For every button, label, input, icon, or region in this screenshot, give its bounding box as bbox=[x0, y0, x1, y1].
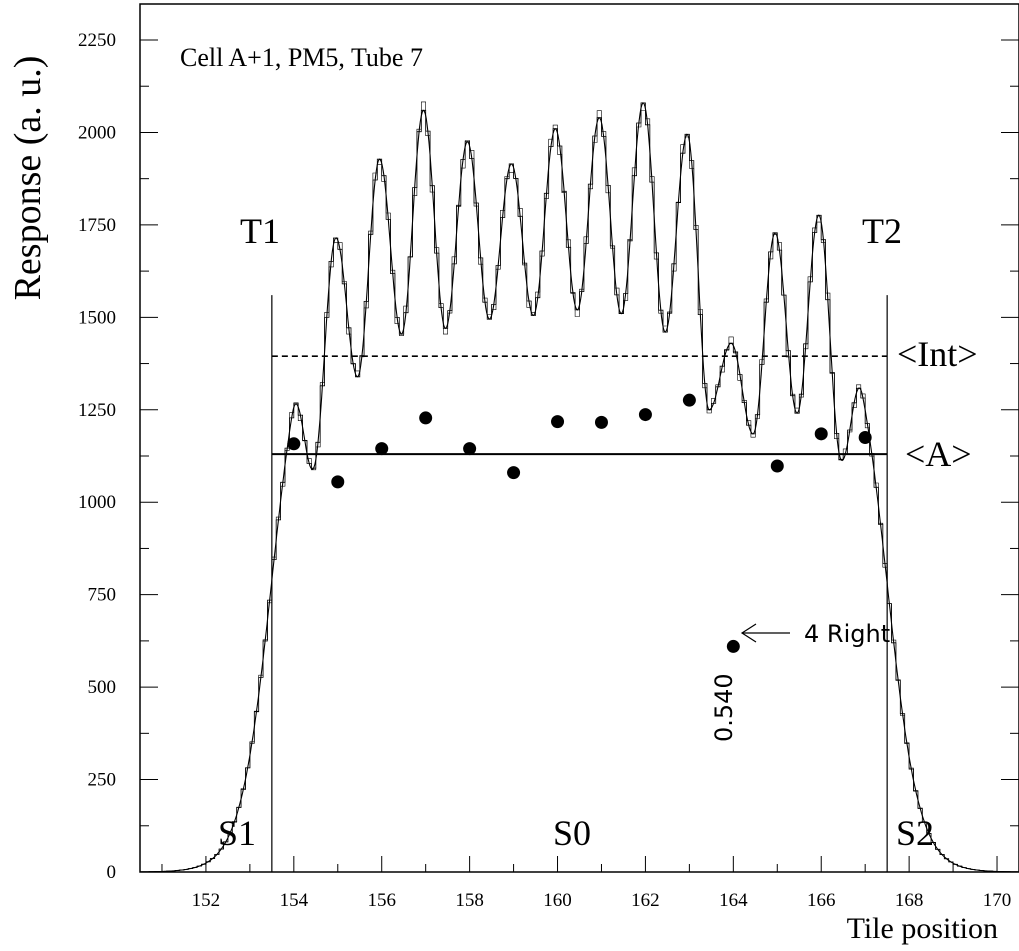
x-tick-label: 166 bbox=[807, 890, 836, 911]
x-tick-label: 162 bbox=[631, 890, 660, 911]
data-point bbox=[858, 431, 872, 445]
boundary-label-t1: T1 bbox=[240, 211, 280, 251]
chart-title: Cell A+1, PM5, Tube 7 bbox=[180, 43, 423, 72]
annotation-value: 0.540 bbox=[710, 673, 738, 742]
x-tick-label: 154 bbox=[280, 890, 309, 911]
y-tick-label: 250 bbox=[88, 770, 117, 791]
y-tick-label: 1000 bbox=[78, 492, 116, 513]
y-tick-label: 1500 bbox=[78, 307, 116, 328]
annotation-arrow-head bbox=[740, 623, 757, 643]
ref-line-label-a: <A> bbox=[905, 434, 972, 474]
x-tick-label: 168 bbox=[895, 890, 924, 911]
data-point bbox=[814, 427, 828, 441]
data-point bbox=[375, 442, 389, 456]
y-tick-label: 1750 bbox=[78, 215, 116, 236]
data-point bbox=[287, 437, 301, 451]
plot-frame bbox=[139, 3, 1019, 873]
reference-lines-layer bbox=[271, 295, 888, 872]
y-tick-label: 2000 bbox=[78, 122, 116, 143]
y-tick-label: 0 bbox=[107, 862, 117, 883]
region-label-s0: S0 bbox=[553, 813, 591, 853]
data-point bbox=[419, 411, 433, 425]
data-point bbox=[638, 408, 652, 422]
y-tick-label: 750 bbox=[88, 585, 117, 606]
x-tick-label: 160 bbox=[543, 890, 572, 911]
y-tick-label: 2250 bbox=[78, 30, 116, 51]
region-label-s1: S1 bbox=[218, 813, 256, 853]
points-layer bbox=[287, 393, 872, 653]
ref-line-label-int: <Int> bbox=[897, 334, 978, 374]
data-point bbox=[551, 415, 565, 429]
data-point bbox=[331, 475, 345, 489]
data-point bbox=[507, 466, 521, 480]
x-tick-label: 170 bbox=[983, 890, 1012, 911]
y-tick-label: 1250 bbox=[78, 400, 116, 421]
y-axis-label: Response (a. u.) bbox=[7, 56, 49, 301]
y-tick-label: 500 bbox=[88, 677, 117, 698]
data-point bbox=[726, 639, 740, 653]
data-point bbox=[463, 442, 477, 456]
x-tick-label: 152 bbox=[192, 890, 221, 911]
x-tick-label: 156 bbox=[367, 890, 396, 911]
data-point bbox=[770, 459, 784, 473]
x-tick-label: 164 bbox=[719, 890, 748, 911]
x-axis-label: Tile position bbox=[847, 912, 998, 945]
boundary-label-t2: T2 bbox=[862, 211, 902, 251]
region-label-s2: S2 bbox=[896, 813, 934, 853]
annotation-text: 4 Right bbox=[804, 620, 890, 648]
x-tick-label: 158 bbox=[455, 890, 484, 911]
data-point bbox=[594, 415, 608, 429]
data-point bbox=[682, 393, 696, 407]
